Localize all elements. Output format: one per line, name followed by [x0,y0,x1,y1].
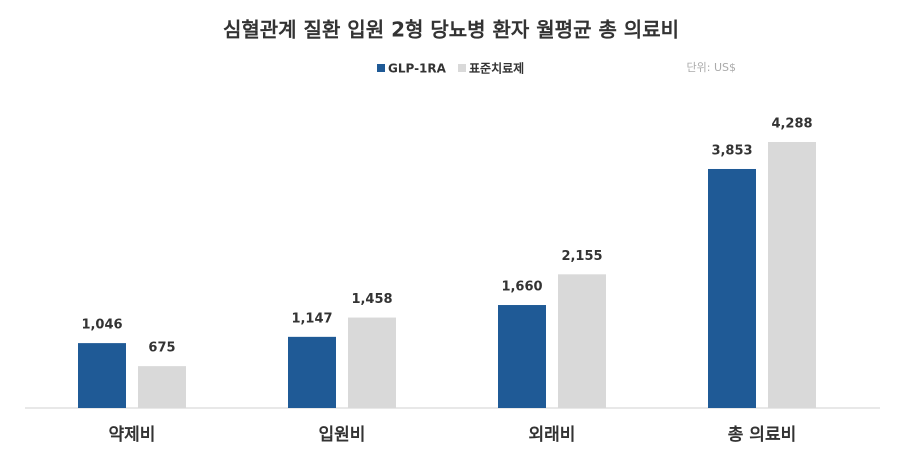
x-tick-label: 총 의료비 [728,425,796,445]
value-label: 4,288 [771,117,812,132]
value-label: 2,155 [561,249,602,264]
x-tick-label: 입원비 [319,425,366,445]
bar [558,274,606,408]
value-label: 1,458 [351,292,392,307]
value-label: 1,046 [81,318,122,333]
bar [708,168,756,408]
bar [78,343,126,408]
x-tick-label: 외래비 [529,425,576,445]
legend-label: 표준치료제 [469,61,524,76]
legend-swatch [458,64,466,72]
bar [768,142,816,408]
value-label: 1,147 [291,311,332,326]
bar [498,305,546,408]
chart-title: 심혈관계 질환 입원 2형 당뇨병 환자 월평균 총 의료비 [223,18,679,42]
bar [348,317,396,408]
value-label: 1,660 [501,280,542,295]
x-tick-label: 약제비 [109,424,156,445]
legend-label: GLP-1RA [388,62,447,76]
bar [288,336,336,408]
value-label: 3,853 [711,143,752,158]
value-label: 675 [148,341,175,356]
unit-note: 단위: US$ [687,61,736,74]
legend-swatch [377,64,385,72]
bar [138,366,186,408]
